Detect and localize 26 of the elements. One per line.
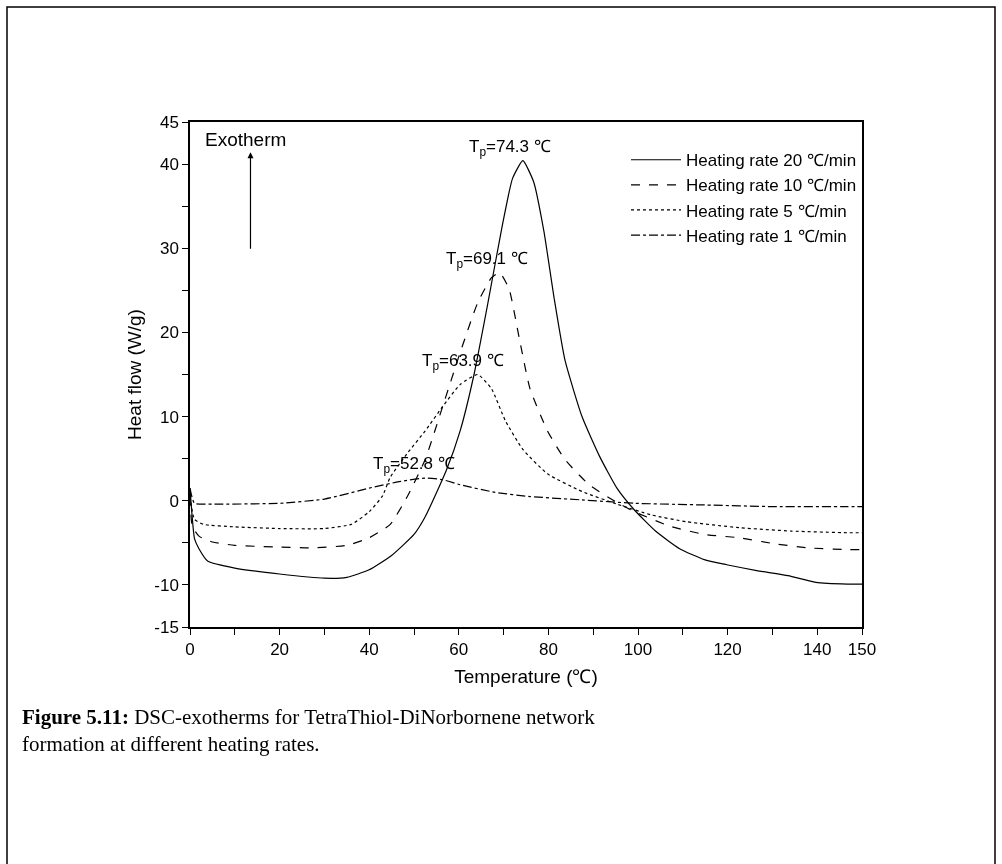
- annotation: Exotherm: [205, 129, 287, 150]
- y-tick-label: 20: [159, 323, 179, 343]
- caption: Figure 5.11: DSC-exotherms for TetraThiol-DiNorbornene network formation at different heating rates.: [22, 705, 596, 757]
- y-axis-title: Heat flow (W/g): [123, 309, 145, 440]
- x-tick-label: 60: [449, 640, 469, 660]
- legend-label: Heating rate 5 ℃/min: [686, 201, 847, 221]
- legend-label: Heating rate 20 ℃/min: [686, 151, 857, 171]
- x-tick-label: 0: [185, 640, 195, 660]
- x-tick-label: 40: [359, 640, 379, 660]
- x-tick-label: 150: [847, 640, 877, 660]
- annotation: T$_{p}$=74.3 ℃: [469, 137, 551, 159]
- x-tick-label: 20: [270, 640, 290, 660]
- x-tick-label: 100: [623, 640, 653, 660]
- y-tick-label: 0: [169, 491, 179, 511]
- x-tick-label: 120: [713, 640, 742, 660]
- y-tick-label: 45: [159, 112, 179, 132]
- y-tick-label: 30: [159, 239, 179, 259]
- y-tick-label: -10: [154, 575, 179, 595]
- y-tick-label: -15: [154, 617, 179, 637]
- x-tick-label: 80: [538, 640, 558, 660]
- x-axis-title: Temperature (℃): [454, 666, 598, 688]
- legend-label: Heating rate 1 ℃/min: [686, 226, 847, 246]
- y-tick-label: 10: [159, 407, 179, 427]
- legend-label: Heating rate 10 ℃/min: [686, 176, 857, 196]
- x-tick-label: 140: [803, 640, 832, 660]
- y-tick-label: 40: [159, 155, 179, 175]
